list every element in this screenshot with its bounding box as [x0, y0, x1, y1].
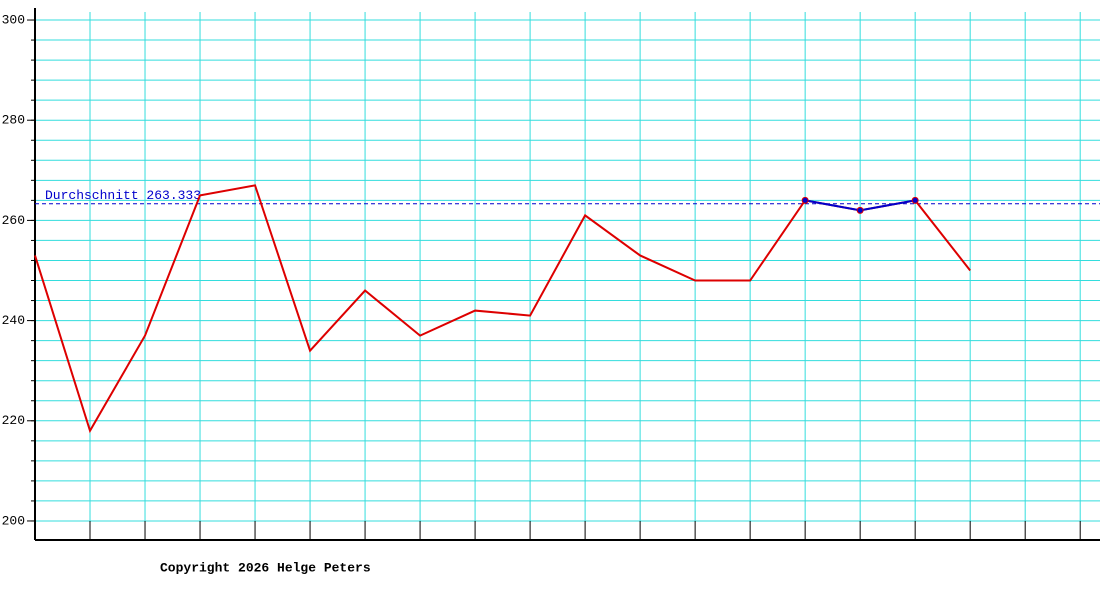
y-tick-label: 260: [2, 213, 25, 228]
series-line: [34, 184, 971, 434]
y-tick-label: 300: [2, 12, 25, 27]
point: [801, 196, 809, 204]
y-tick-label: 280: [2, 113, 25, 128]
copyright: Copyright 2026 Helge Peters: [160, 560, 371, 575]
average-label: Durchschnitt 263.333: [45, 188, 201, 203]
y-tick-label: 220: [2, 413, 25, 428]
y-tick-label: 240: [2, 313, 25, 328]
y-tick-label: 200: [2, 513, 25, 528]
point: [911, 196, 919, 204]
point: [856, 206, 864, 214]
